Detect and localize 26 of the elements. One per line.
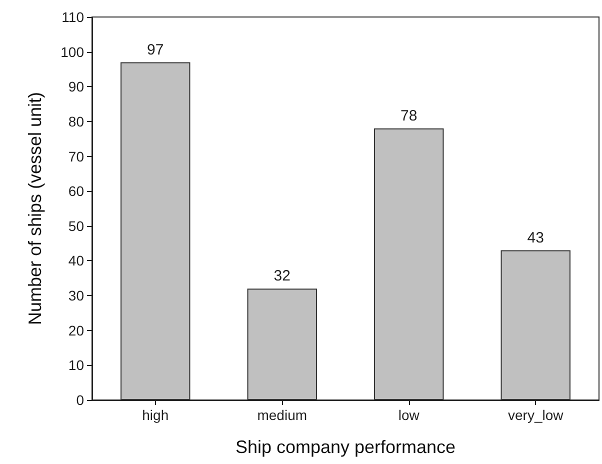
- bar: [120, 62, 190, 400]
- y-tick-label: 110: [62, 9, 84, 25]
- x-tick-label: very_low: [508, 407, 564, 423]
- data-label: 97: [147, 41, 164, 58]
- y-tick-label: 10: [68, 357, 84, 374]
- bar: [374, 128, 444, 400]
- bar: [500, 250, 570, 400]
- data-label: 32: [274, 268, 290, 285]
- y-axis-title: Number of ships (vessel unit): [25, 92, 45, 326]
- y-tick-label: 100: [60, 44, 84, 60]
- bar: [247, 288, 317, 400]
- y-tick-label: 50: [68, 218, 84, 234]
- y-tick-label: 20: [68, 322, 84, 338]
- data-label: 78: [400, 107, 418, 124]
- data-label: 43: [527, 229, 544, 246]
- y-tick-label: 90: [68, 78, 84, 95]
- y-tick-label: 40: [68, 252, 84, 269]
- y-tick-label: 0: [76, 392, 84, 408]
- x-tick-label: low: [398, 407, 420, 423]
- x-axis-title: Ship company performance: [235, 437, 456, 457]
- x-tick-label: high: [142, 407, 169, 423]
- y-tick-label: 70: [68, 148, 84, 164]
- x-tick-label: medium: [257, 407, 308, 423]
- y-tick-label: 30: [68, 288, 84, 304]
- y-tick-label: 60: [68, 183, 84, 200]
- y-tick-label: 80: [68, 113, 84, 130]
